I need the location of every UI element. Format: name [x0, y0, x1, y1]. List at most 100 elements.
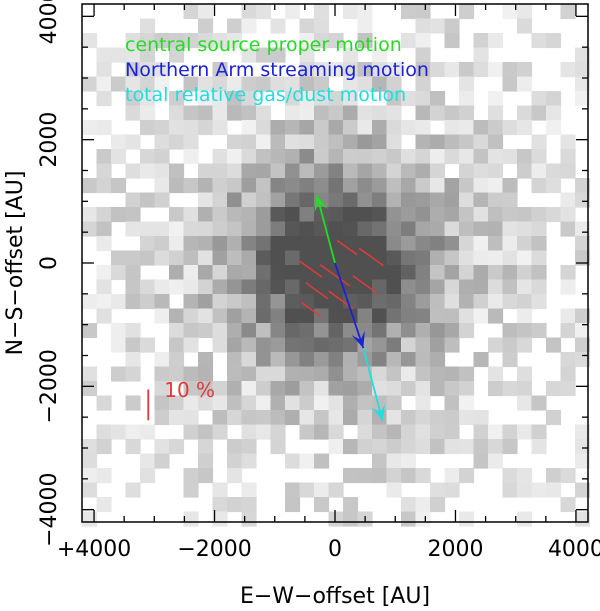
- legend-entry: total relative gas/dust motion: [125, 84, 406, 106]
- heatmap-cell: [270, 366, 286, 382]
- heatmap-cell: [198, 33, 214, 49]
- heatmap-cell: [299, 410, 315, 426]
- heatmap-cell: [343, 149, 359, 165]
- heatmap-cell: [125, 33, 141, 49]
- heatmap-cell: [256, 410, 272, 426]
- heatmap-cell: [285, 178, 301, 194]
- heatmap-cell: [314, 149, 330, 165]
- heatmap-cell: [343, 62, 359, 78]
- heatmap-cell: [415, 410, 431, 426]
- heatmap-cell: [415, 18, 431, 34]
- legend-entry: central source proper motion: [125, 34, 402, 56]
- heatmap-cell: [241, 236, 257, 252]
- heatmap-cell: [575, 337, 591, 353]
- heatmap-cell: [546, 178, 562, 194]
- heatmap-cell: [111, 424, 127, 440]
- heatmap-cell: [502, 279, 518, 295]
- heatmap-cell: [241, 366, 257, 382]
- heatmap-cell: [517, 482, 533, 498]
- heatmap-cell: [343, 410, 359, 426]
- heatmap-cell: [183, 308, 199, 324]
- heatmap-cell: [241, 207, 257, 223]
- heatmap-cell: [270, 265, 286, 281]
- heatmap-cell: [154, 366, 170, 382]
- heatmap-cell: [459, 308, 475, 324]
- heatmap-cell: [415, 265, 431, 281]
- heatmap-cell: [401, 323, 417, 339]
- heatmap-cell: [256, 120, 272, 136]
- heatmap-cell: [154, 62, 170, 78]
- heatmap-cell: [415, 395, 431, 411]
- heatmap-cell: [82, 120, 98, 136]
- heatmap-cell: [430, 163, 446, 179]
- heatmap-cell: [575, 424, 591, 440]
- heatmap-cell: [140, 149, 156, 165]
- heatmap-cell: [314, 120, 330, 136]
- heatmap-cell: [401, 279, 417, 295]
- heatmap-cell: [444, 410, 460, 426]
- heatmap-cell: [517, 250, 533, 266]
- heatmap-cell: [285, 352, 301, 368]
- heatmap-cell: [169, 410, 185, 426]
- heatmap-cell: [256, 366, 272, 382]
- heatmap-cell: [314, 308, 330, 324]
- heatmap-cell: [386, 192, 402, 208]
- heatmap-cell: [386, 250, 402, 266]
- heatmap-cell: [111, 265, 127, 281]
- heatmap-cell: [111, 250, 127, 266]
- heatmap-cell: [183, 337, 199, 353]
- heatmap-cell: [227, 163, 243, 179]
- heatmap-cell: [125, 221, 141, 237]
- heatmap-cell: [314, 482, 330, 498]
- heatmap-cell: [328, 308, 344, 324]
- heatmap-cell: [314, 497, 330, 513]
- heatmap-cell: [198, 236, 214, 252]
- heatmap-cell: [546, 91, 562, 107]
- heatmap-cell: [328, 395, 344, 411]
- heatmap-cell: [241, 18, 257, 34]
- heatmap-cell: [270, 337, 286, 353]
- heatmap-cell: [459, 163, 475, 179]
- axis-ticks: +4000 −2000 0 2000 4000 −4000 −2000 0 2000 4000: [37, 0, 600, 562]
- heatmap-cell: [372, 76, 388, 92]
- heatmap-cell: [125, 105, 141, 121]
- heatmap-cell: [270, 134, 286, 150]
- heatmap-cell: [227, 352, 243, 368]
- heatmap-cell: [372, 250, 388, 266]
- heatmap-cell: [82, 439, 98, 455]
- heatmap-cell: [198, 76, 214, 92]
- heatmap-cell: [183, 149, 199, 165]
- heatmap-cell: [256, 352, 272, 368]
- heatmap-cell: [198, 105, 214, 121]
- heatmap-cell: [285, 381, 301, 397]
- heatmap-cell: [444, 120, 460, 136]
- heatmap-cell: [488, 192, 504, 208]
- heatmap-cell: [372, 134, 388, 150]
- heatmap-cell: [198, 294, 214, 310]
- heatmap-cell: [183, 323, 199, 339]
- heatmap-cell: [386, 482, 402, 498]
- heatmap-cell: [401, 250, 417, 266]
- heatmap-cell: [415, 294, 431, 310]
- polarization-vector: [300, 301, 322, 317]
- heatmap-cell: [212, 381, 228, 397]
- motion-arrow-shaft: [362, 347, 384, 422]
- heatmap-cell: [154, 178, 170, 194]
- heatmap-cell: [125, 439, 141, 455]
- heatmap-cell: [183, 279, 199, 295]
- heatmap-cell: [575, 250, 591, 266]
- heatmap-cell: [343, 91, 359, 107]
- heatmap-cell: [459, 410, 475, 426]
- heatmap-cell: [154, 395, 170, 411]
- heatmap-cell: [256, 163, 272, 179]
- heatmap-cell: [125, 352, 141, 368]
- heatmap-cell: [285, 250, 301, 266]
- heatmap-cell: [531, 323, 547, 339]
- heatmap-cell: [517, 381, 533, 397]
- heatmap-cell: [459, 192, 475, 208]
- heatmap-cell: [140, 424, 156, 440]
- heatmap-cell: [183, 395, 199, 411]
- heatmap-cell: [256, 207, 272, 223]
- heatmap-cell: [546, 482, 562, 498]
- heatmap-cell: [502, 468, 518, 484]
